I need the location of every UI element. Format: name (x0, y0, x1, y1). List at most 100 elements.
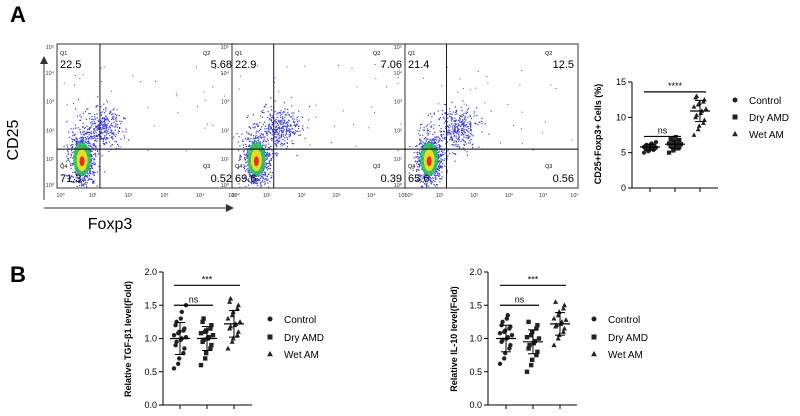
flow-event-dot (83, 179, 85, 181)
flow-event-dot (490, 110, 492, 112)
flow-event-dot (268, 162, 270, 165)
flow-event-dot (91, 115, 93, 118)
flow-event-dot (282, 127, 284, 129)
flow-event-dot (103, 120, 106, 122)
flow-event-dot (67, 151, 69, 153)
flow-event-dot (463, 136, 465, 138)
flow-event-dot (71, 141, 73, 143)
quadrant-label-q4: Q4 (408, 164, 415, 170)
flow-event-dot (469, 123, 471, 125)
flow-event-dot (252, 177, 255, 179)
flow-event-dot (448, 124, 450, 126)
flow-event-dot (106, 101, 108, 103)
flow-event-dot (434, 131, 436, 134)
flow-event-dot (242, 139, 244, 141)
flow-event-dot (105, 116, 107, 118)
legend-marker-triangle (591, 350, 597, 357)
flow-event-dot (471, 134, 473, 136)
flow-event-dot (436, 146, 438, 149)
data-point (696, 100, 702, 106)
flow-event-dot (381, 66, 383, 67)
flow-event-dot (452, 124, 454, 126)
data-point (177, 356, 182, 361)
data-point (535, 349, 540, 354)
flow-x-tick-label: 10² (125, 193, 133, 199)
flow-x-tick-label: 10⁰ (56, 192, 65, 199)
flow-event-dot (253, 123, 256, 125)
flow-event-dot (69, 164, 72, 166)
flow-event-dot (260, 128, 262, 130)
flow-event-dot (279, 114, 281, 116)
flow-x-tick-label: 10⁴ (367, 192, 376, 199)
flow-event-dot (280, 144, 282, 146)
flow-event-dot (274, 135, 276, 137)
flow-event-dot (90, 160, 92, 162)
flow-event-dot (438, 144, 440, 146)
flow-event-dot (421, 186, 424, 188)
flow-event-dot (243, 146, 245, 148)
flow-event-dot (72, 163, 74, 165)
flow-event-dot (107, 128, 110, 130)
flow-event-dot (274, 133, 276, 135)
flow-event-dot (286, 127, 288, 129)
flow-event-dot (445, 121, 447, 123)
flow-event-dot (419, 160, 421, 162)
flow-event-dot (285, 131, 287, 133)
flow-event-dot (101, 133, 103, 135)
flow-event-dot (427, 141, 430, 143)
flow-event-dot (448, 131, 450, 133)
flow-event-dot (288, 136, 290, 138)
flow-event-dot (448, 127, 450, 129)
flow-event-dot (430, 182, 432, 184)
flow-event-dot (248, 144, 251, 146)
flow-event-dot (88, 145, 90, 147)
flow-event-dot (454, 130, 456, 132)
flow-event-dot (88, 137, 90, 139)
flow-event-dot (293, 124, 295, 126)
flow-event-dot (286, 142, 288, 144)
flow-event-dot (272, 156, 274, 158)
flow-event-dot (261, 133, 263, 136)
flow-event-dot (71, 144, 73, 146)
flow-event-dot (69, 163, 72, 165)
significance-label: ns (189, 294, 199, 304)
flow-event-dot (114, 140, 116, 142)
flow-event-dot (256, 136, 258, 139)
flow-event-dot (422, 141, 424, 143)
flow-event-dot (439, 116, 441, 119)
flow-event-dot (416, 145, 418, 147)
flow-y-tick-label: 10⁰ (394, 182, 403, 189)
flow-event-dot (257, 124, 259, 126)
flow-event-dot (212, 86, 214, 88)
flow-event-dot (434, 180, 436, 183)
flow-event-dot (259, 182, 261, 184)
flow-event-dot (442, 163, 444, 165)
flow-event-dot (435, 175, 437, 177)
flow-event-dot (334, 125, 335, 127)
flow-event-dot (434, 141, 436, 143)
y-axis-label: Relative TGF-β1 level(Fold) (123, 281, 133, 397)
flow-event-dot (274, 120, 276, 122)
flow-event-dot (281, 120, 283, 122)
flow-event-dot (65, 160, 67, 162)
flow-event-dot (419, 127, 421, 129)
data-point (696, 123, 702, 128)
flow-event-dot (277, 141, 279, 143)
flow-event-dot (421, 177, 423, 179)
flow-event-dot (462, 128, 464, 130)
flow-event-dot (288, 130, 291, 132)
flow-event-dot (462, 130, 464, 132)
flow-event-dot (81, 137, 83, 139)
flow-event-dot (248, 140, 250, 142)
data-point (228, 323, 234, 329)
flow-event-dot (277, 127, 279, 129)
flow-event-dot (437, 160, 440, 163)
flow-event-dot (419, 153, 421, 156)
flow-event-dot (262, 134, 264, 136)
flow-event-dot (481, 131, 483, 133)
flow-event-dot (261, 176, 263, 178)
flow-event-dot (270, 177, 272, 179)
flow-event-dot (439, 153, 441, 155)
flow-event-dot (252, 179, 254, 181)
flow-event-dot (434, 174, 436, 176)
